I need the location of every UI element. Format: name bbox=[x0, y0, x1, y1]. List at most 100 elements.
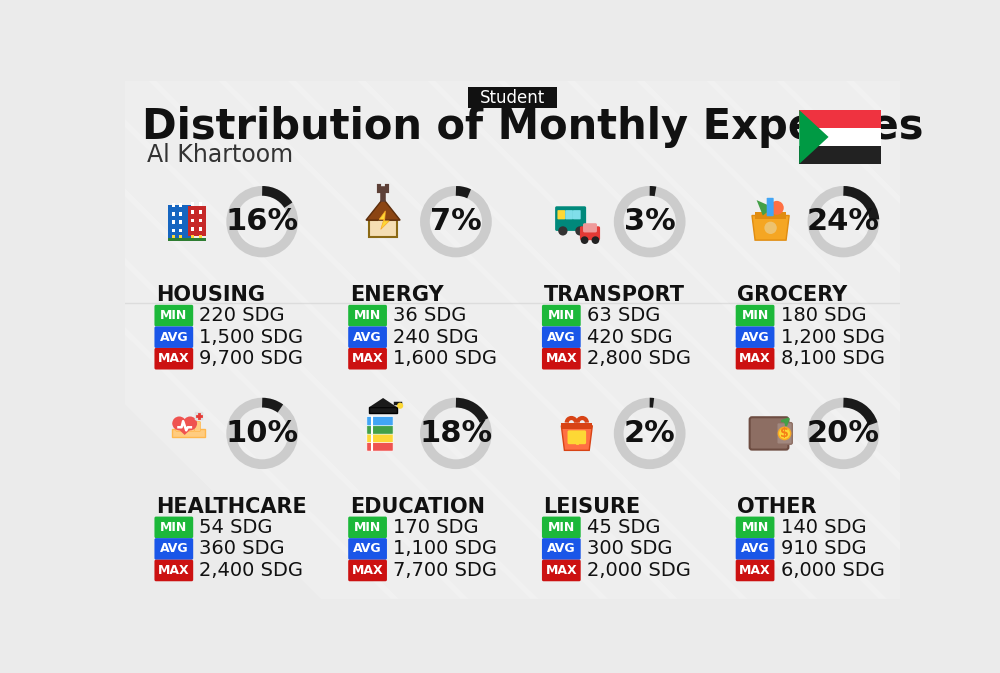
Circle shape bbox=[778, 427, 791, 439]
Text: 2,400 SDG: 2,400 SDG bbox=[199, 561, 303, 580]
FancyBboxPatch shape bbox=[736, 305, 774, 326]
FancyBboxPatch shape bbox=[348, 326, 387, 348]
FancyBboxPatch shape bbox=[188, 421, 194, 431]
FancyBboxPatch shape bbox=[799, 110, 881, 128]
FancyBboxPatch shape bbox=[542, 348, 581, 369]
Text: 300 SDG: 300 SDG bbox=[587, 540, 672, 559]
Text: 360 SDG: 360 SDG bbox=[199, 540, 285, 559]
Text: 7,700 SDG: 7,700 SDG bbox=[393, 561, 497, 580]
Circle shape bbox=[172, 417, 186, 430]
FancyBboxPatch shape bbox=[188, 206, 206, 236]
Text: 18%: 18% bbox=[419, 419, 492, 448]
Text: 170 SDG: 170 SDG bbox=[393, 518, 479, 537]
FancyBboxPatch shape bbox=[191, 210, 194, 214]
FancyBboxPatch shape bbox=[154, 326, 193, 348]
Text: MIN: MIN bbox=[548, 521, 575, 534]
Text: AVG: AVG bbox=[160, 330, 188, 344]
Polygon shape bbox=[637, 81, 1000, 599]
FancyBboxPatch shape bbox=[179, 235, 182, 239]
FancyBboxPatch shape bbox=[799, 128, 881, 146]
Text: 2,800 SDG: 2,800 SDG bbox=[587, 349, 691, 368]
Text: $: $ bbox=[780, 427, 789, 440]
Text: 63 SDG: 63 SDG bbox=[587, 306, 660, 325]
Text: OTHER: OTHER bbox=[737, 497, 817, 517]
FancyBboxPatch shape bbox=[179, 220, 182, 224]
FancyBboxPatch shape bbox=[348, 517, 387, 538]
Text: LEISURE: LEISURE bbox=[544, 497, 641, 517]
Polygon shape bbox=[567, 81, 1000, 599]
FancyBboxPatch shape bbox=[736, 560, 774, 581]
FancyBboxPatch shape bbox=[348, 560, 387, 581]
Text: 240 SDG: 240 SDG bbox=[393, 328, 479, 347]
Text: TRANSPORT: TRANSPORT bbox=[544, 285, 684, 305]
FancyBboxPatch shape bbox=[154, 560, 193, 581]
Text: AVG: AVG bbox=[741, 542, 769, 555]
FancyBboxPatch shape bbox=[583, 223, 597, 232]
FancyBboxPatch shape bbox=[195, 412, 203, 421]
FancyBboxPatch shape bbox=[172, 235, 175, 239]
FancyBboxPatch shape bbox=[199, 202, 202, 205]
FancyBboxPatch shape bbox=[799, 146, 881, 164]
FancyBboxPatch shape bbox=[191, 202, 194, 205]
Polygon shape bbox=[172, 423, 197, 435]
FancyBboxPatch shape bbox=[736, 326, 774, 348]
FancyBboxPatch shape bbox=[755, 213, 786, 219]
FancyBboxPatch shape bbox=[179, 212, 182, 215]
FancyBboxPatch shape bbox=[542, 538, 581, 560]
FancyBboxPatch shape bbox=[736, 348, 774, 369]
Polygon shape bbox=[366, 199, 400, 220]
Polygon shape bbox=[757, 199, 777, 215]
Circle shape bbox=[770, 201, 784, 215]
FancyBboxPatch shape bbox=[542, 326, 581, 348]
Text: AVG: AVG bbox=[160, 542, 188, 555]
FancyBboxPatch shape bbox=[199, 227, 202, 231]
Text: MIN: MIN bbox=[354, 309, 381, 322]
Text: 20%: 20% bbox=[807, 419, 880, 448]
FancyBboxPatch shape bbox=[154, 538, 193, 560]
Polygon shape bbox=[427, 81, 1000, 599]
Text: 1,500 SDG: 1,500 SDG bbox=[199, 328, 304, 347]
FancyBboxPatch shape bbox=[154, 305, 193, 326]
Text: EDUCATION: EDUCATION bbox=[350, 497, 485, 517]
Polygon shape bbox=[846, 81, 1000, 599]
Text: MIN: MIN bbox=[160, 521, 187, 534]
Polygon shape bbox=[358, 81, 957, 599]
FancyBboxPatch shape bbox=[542, 560, 581, 581]
Text: AVG: AVG bbox=[353, 542, 382, 555]
Text: MIN: MIN bbox=[548, 309, 575, 322]
FancyBboxPatch shape bbox=[199, 235, 202, 239]
Polygon shape bbox=[752, 215, 789, 240]
Text: 45 SDG: 45 SDG bbox=[587, 518, 660, 537]
FancyBboxPatch shape bbox=[367, 425, 393, 434]
Text: 1,100 SDG: 1,100 SDG bbox=[393, 540, 497, 559]
Text: MAX: MAX bbox=[546, 352, 577, 365]
FancyBboxPatch shape bbox=[777, 423, 792, 444]
Text: 420 SDG: 420 SDG bbox=[587, 328, 673, 347]
Text: 180 SDG: 180 SDG bbox=[781, 306, 866, 325]
Text: MIN: MIN bbox=[741, 521, 769, 534]
Text: MAX: MAX bbox=[546, 564, 577, 577]
Circle shape bbox=[183, 417, 197, 430]
FancyBboxPatch shape bbox=[168, 205, 191, 239]
FancyBboxPatch shape bbox=[750, 417, 788, 450]
Text: 9,700 SDG: 9,700 SDG bbox=[199, 349, 303, 368]
Text: MIN: MIN bbox=[354, 521, 381, 534]
Text: 54 SDG: 54 SDG bbox=[199, 518, 273, 537]
Text: 140 SDG: 140 SDG bbox=[781, 518, 866, 537]
FancyBboxPatch shape bbox=[568, 430, 586, 444]
FancyBboxPatch shape bbox=[176, 421, 182, 431]
Text: MAX: MAX bbox=[739, 564, 771, 577]
FancyBboxPatch shape bbox=[555, 206, 586, 231]
Text: ENERGY: ENERGY bbox=[350, 285, 443, 305]
Circle shape bbox=[575, 226, 585, 236]
Text: Distribution of Monthly Expenses: Distribution of Monthly Expenses bbox=[142, 106, 924, 148]
Circle shape bbox=[592, 236, 599, 244]
FancyBboxPatch shape bbox=[172, 229, 175, 232]
Text: MIN: MIN bbox=[160, 309, 187, 322]
Polygon shape bbox=[78, 81, 678, 599]
FancyBboxPatch shape bbox=[348, 538, 387, 560]
Text: Al Khartoom: Al Khartoom bbox=[147, 143, 293, 167]
Text: 2,000 SDG: 2,000 SDG bbox=[587, 561, 691, 580]
Text: 10%: 10% bbox=[226, 419, 299, 448]
Polygon shape bbox=[0, 81, 538, 599]
